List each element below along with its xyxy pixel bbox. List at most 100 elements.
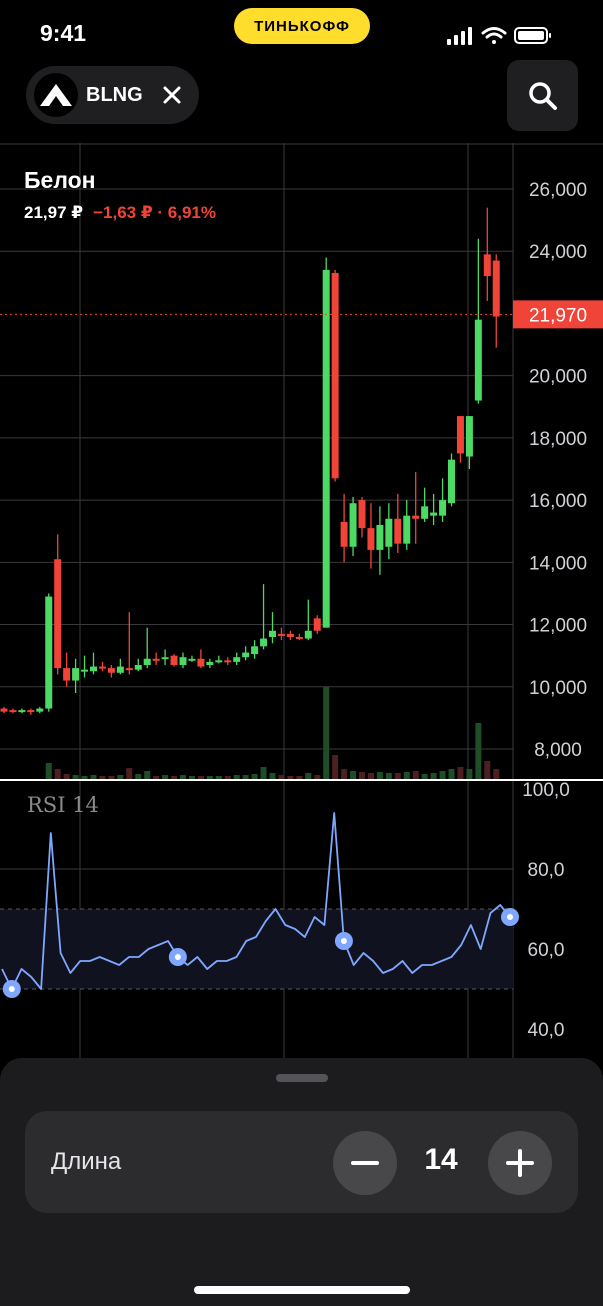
candle-body xyxy=(36,708,44,712)
candle-body xyxy=(63,668,71,681)
candle-body xyxy=(0,708,8,712)
candle-body xyxy=(439,500,447,516)
candle-body xyxy=(98,666,106,669)
candle-body xyxy=(9,710,17,713)
price-line: 21,97 ₽ −1,63 ₽ · 6,91% xyxy=(24,203,216,223)
y-tick-label: 10,000 xyxy=(529,678,587,699)
candle-body xyxy=(269,630,276,637)
ticker-chip[interactable]: BLNG xyxy=(26,66,199,124)
volume-bar xyxy=(359,772,365,779)
candle-body xyxy=(340,521,348,547)
volume-bar xyxy=(242,775,249,779)
volume-bar xyxy=(350,771,357,779)
candle-body xyxy=(376,525,384,550)
candle-body xyxy=(125,668,133,671)
carrier-badge: ТИНЬКОФФ xyxy=(234,8,370,44)
volume-bar xyxy=(403,772,410,779)
candle-body xyxy=(430,512,438,516)
indicator-label: RSI 14 xyxy=(27,793,99,817)
candle-body xyxy=(304,630,312,639)
candle-body xyxy=(385,518,393,547)
volume-bar xyxy=(484,761,491,779)
y-tick-label: 20,000 xyxy=(529,367,587,388)
volume-bar xyxy=(430,773,437,779)
volume-bar xyxy=(475,723,482,779)
volume-bar xyxy=(251,774,258,779)
volume-bar xyxy=(439,771,446,779)
rsi-band xyxy=(0,909,513,989)
candle-body xyxy=(143,658,151,665)
wifi-icon xyxy=(481,27,507,44)
candle-body xyxy=(90,666,97,672)
candle-body xyxy=(483,254,491,277)
volume-bar xyxy=(99,776,106,779)
instrument-name: Белон xyxy=(24,167,96,193)
candle-body xyxy=(54,559,62,669)
ticker-logo xyxy=(34,73,78,117)
candle-body xyxy=(394,518,402,544)
length-value: 14 xyxy=(424,1143,458,1176)
sheet-grabber[interactable] xyxy=(276,1074,328,1082)
y-tick-label: 8,000 xyxy=(534,740,582,761)
decrease-button[interactable] xyxy=(333,1131,397,1195)
volume-bar xyxy=(63,774,70,779)
candle-body xyxy=(465,416,473,457)
plus-icon xyxy=(506,1149,534,1177)
candle-body xyxy=(224,660,232,663)
candle-body xyxy=(206,661,214,665)
candle-body xyxy=(492,260,500,317)
volume-bar xyxy=(206,776,213,779)
candle-body xyxy=(421,506,429,519)
candle-body xyxy=(260,638,268,647)
price-chart-area[interactable]: 26,00024,00022,00020,00018,00016,00014,0… xyxy=(0,143,603,1058)
volume-bar xyxy=(385,773,392,779)
volume-bar xyxy=(188,776,195,779)
candle-body xyxy=(72,668,80,681)
y-tick-label: 14,000 xyxy=(529,553,587,574)
volume-bar xyxy=(314,775,321,779)
rsi-point-marker-center xyxy=(174,954,181,960)
candle-body xyxy=(107,668,115,673)
status-bar: 9:41 ТИНЬКОФФ xyxy=(0,0,603,60)
volume-bar xyxy=(224,776,231,779)
indicator-settings-sheet: Длина 14 xyxy=(0,1058,603,1306)
battery-icon xyxy=(514,27,551,44)
volume-bar xyxy=(108,776,115,779)
search-icon xyxy=(528,81,557,110)
length-label: Длина xyxy=(51,1148,122,1175)
close-icon[interactable] xyxy=(161,84,183,106)
search-button[interactable] xyxy=(507,60,578,131)
candle-body xyxy=(233,657,241,662)
rsi-point-marker-center xyxy=(8,986,15,992)
volume-bar xyxy=(117,775,124,779)
y-tick-label: 12,000 xyxy=(529,616,587,637)
volume-bar xyxy=(153,776,160,779)
rsi-tick-label: 40,0 xyxy=(528,1020,565,1041)
volume-bar xyxy=(305,773,312,779)
volume-bar xyxy=(144,771,151,779)
length-parameter-row: Длина 14 xyxy=(25,1111,578,1213)
volume-bar xyxy=(90,775,97,779)
current-price-label: 21,970 xyxy=(529,305,587,326)
rsi-line xyxy=(1,812,511,990)
candle-body xyxy=(295,637,303,639)
home-indicator xyxy=(194,1286,410,1294)
current-price-badge xyxy=(513,300,603,329)
y-tick-label: 18,000 xyxy=(529,429,587,450)
candle-body xyxy=(18,710,26,713)
volume-bar xyxy=(126,768,133,779)
rsi-point-marker-center xyxy=(507,914,513,920)
increase-button[interactable] xyxy=(488,1131,552,1195)
volume-bar xyxy=(171,776,178,779)
volume-bar xyxy=(341,769,348,779)
status-time: 9:41 xyxy=(40,20,87,46)
volume-bar xyxy=(332,755,339,779)
volume-bar xyxy=(394,773,401,779)
volume-bar xyxy=(81,776,88,779)
y-tick-label: 24,000 xyxy=(529,242,587,263)
volume-bar xyxy=(376,772,383,779)
candle-body xyxy=(242,652,250,658)
volume-bar xyxy=(367,773,374,779)
candle-body xyxy=(349,503,357,547)
candle-body xyxy=(456,416,464,454)
